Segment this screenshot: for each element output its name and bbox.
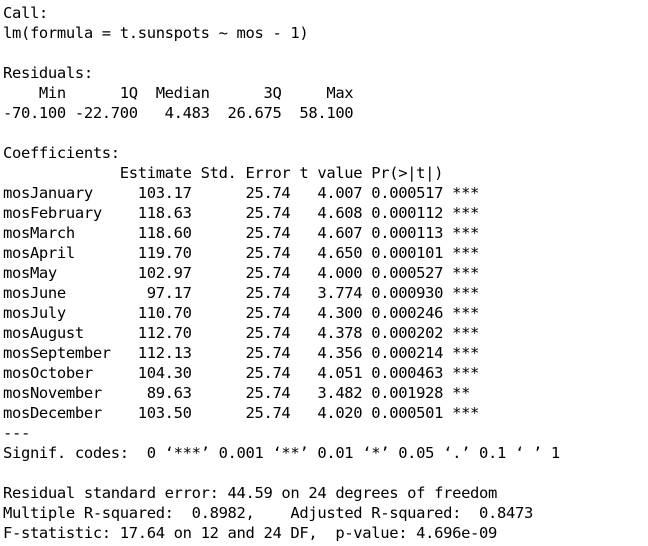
- separator: ---: [3, 424, 30, 442]
- blank-line: [3, 463, 560, 483]
- coef-row-september: mosSeptember 112.13 25.74 4.356 0.000214…: [3, 344, 480, 362]
- r-squared: Multiple R-squared: 0.8982, Adjusted R-s…: [3, 504, 542, 522]
- coef-row-march: mosMarch 118.60 25.74 4.607 0.000113 ***: [3, 224, 480, 242]
- coef-row-february: mosFebruary 118.63 25.74 4.608 0.000112 …: [3, 204, 480, 222]
- signif-codes: Signif. codes: 0 ‘***’ 0.001 ‘**’ 0.01 ‘…: [3, 444, 560, 462]
- coef-row-october: mosOctober 104.30 25.74 4.051 0.000463 *…: [3, 364, 480, 382]
- residuals-header: Min 1Q Median 3Q Max: [3, 84, 363, 102]
- f-statistic: F-statistic: 17.64 on 12 and 24 DF, p-va…: [3, 524, 497, 542]
- coef-row-july: mosJuly 110.70 25.74 4.300 0.000246 ***: [3, 304, 480, 322]
- residuals-label: Residuals:: [3, 64, 93, 82]
- coef-row-june: mosJune 97.17 25.74 3.774 0.000930 ***: [3, 284, 480, 302]
- residuals-values: -70.100 -22.700 4.483 26.675 58.100: [3, 104, 363, 122]
- blank-line: [3, 123, 560, 143]
- coef-row-january: mosJanuary 103.17 25.74 4.007 0.000517 *…: [3, 184, 480, 202]
- coef-row-may: mosMay 102.97 25.74 4.000 0.000527 ***: [3, 264, 480, 282]
- console-output: Call: lm(formula = t.sunspots ~ mos - 1) R…: [3, 3, 560, 543]
- coef-row-november: mosNovember 89.63 25.74 3.482 0.001928 *…: [3, 384, 480, 402]
- blank-line: [3, 43, 560, 63]
- coefficients-label: Coefficients:: [3, 144, 120, 162]
- call-formula: lm(formula = t.sunspots ~ mos - 1): [3, 24, 309, 42]
- coef-row-december: mosDecember 103.50 25.74 4.020 0.000501 …: [3, 404, 480, 422]
- call-label: Call:: [3, 4, 48, 22]
- coef-row-august: mosAugust 112.70 25.74 4.378 0.000202 **…: [3, 324, 480, 342]
- coefficients-header: Estimate Std. Error t value Pr(>|t|): [3, 164, 480, 182]
- residual-standard-error: Residual standard error: 44.59 on 24 deg…: [3, 484, 497, 502]
- coef-row-april: mosApril 119.70 25.74 4.650 0.000101 ***: [3, 244, 480, 262]
